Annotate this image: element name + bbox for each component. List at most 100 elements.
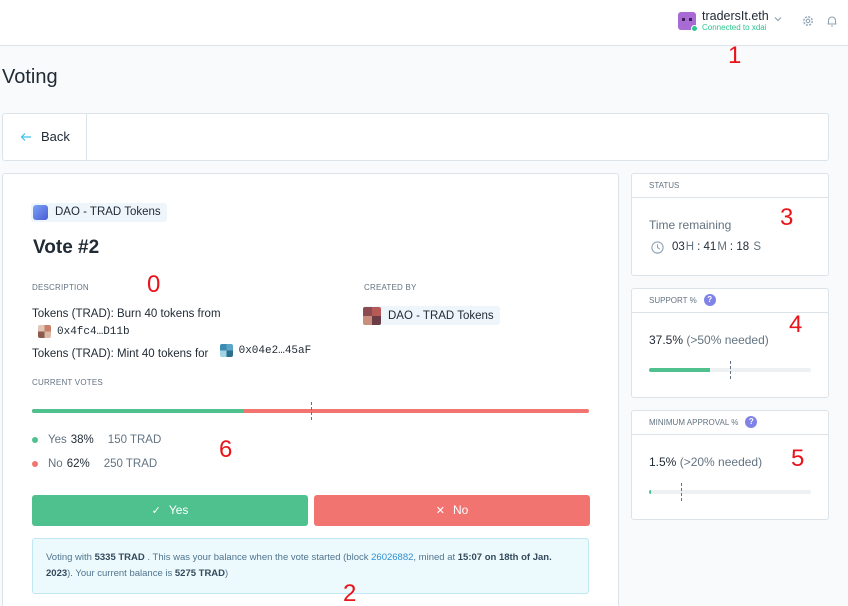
back-bar: Back [2, 113, 829, 161]
timer-unit: M [717, 241, 727, 253]
clock-icon [651, 241, 664, 254]
annotation-label: 5 [791, 445, 805, 472]
vote-no-label: No [452, 503, 469, 517]
identicon-icon [38, 325, 51, 338]
approval-card: MINIMUM APPROVAL %? 1.5% (>20% needed) [631, 410, 829, 520]
support-header: SUPPORT %? [632, 289, 828, 313]
yes-amount: 150 TRAD [107, 434, 162, 446]
annotation-label: 0 [147, 271, 161, 298]
approval-header: MINIMUM APPROVAL %? [632, 411, 828, 435]
vote-title: Vote #2 [33, 237, 100, 258]
identicon-icon [219, 344, 233, 357]
connection-status-dot [691, 25, 698, 32]
description-line-2-text: Tokens (TRAD): Mint 40 tokens for [32, 348, 209, 360]
yes-votes-row: Yes 38% 150 TRAD [32, 434, 161, 446]
address-text: 0x4fc4…D11b [57, 325, 130, 338]
check-icon: ✓ [151, 505, 161, 517]
timer-minutes: 41 [703, 241, 717, 253]
yes-dot [32, 436, 38, 443]
status-label: STATUS [649, 181, 680, 190]
bell-icon[interactable] [825, 14, 839, 28]
info-text: Voting with [46, 552, 95, 563]
voting-info-box: Voting with 5335 TRAD . This was your ba… [32, 538, 589, 594]
vote-no-button[interactable]: ✕ No [314, 495, 590, 526]
description-label: DESCRIPTION [32, 283, 89, 292]
approval-threshold-marker [681, 483, 683, 501]
address-badge[interactable]: 0x04e2…45aF [219, 344, 312, 357]
support-bar-fill [649, 368, 710, 372]
vote-yes-button[interactable]: ✓ Yes [32, 495, 308, 526]
close-icon: ✕ [435, 505, 445, 517]
timer-seconds: 18 [736, 241, 750, 253]
support-threshold-marker [310, 402, 312, 420]
timer-unit: S [753, 241, 761, 253]
info-text: . This was your balance when the vote st… [144, 552, 372, 563]
support-label: SUPPORT % [649, 296, 697, 305]
support-card: SUPPORT %? 37.5% (>50% needed) [631, 288, 829, 398]
vote-yes-label: Yes [168, 503, 189, 517]
annotation-label: 6 [219, 436, 233, 463]
help-icon[interactable]: ? [745, 416, 758, 428]
approval-label: MINIMUM APPROVAL % [649, 418, 739, 427]
chevron-down-icon[interactable] [772, 13, 784, 25]
account-name[interactable]: tradersIt.eth [702, 9, 769, 23]
info-text: ). Your current balance is [67, 568, 175, 579]
status-header: STATUS [632, 174, 828, 198]
no-pct: 62% [66, 458, 90, 470]
description-line-1: Tokens (TRAD): Burn 40 tokens from [32, 308, 221, 320]
network-status: Connected to xdai [702, 23, 767, 32]
gear-icon[interactable] [801, 14, 815, 28]
app-badge-label: DAO - TRAD Tokens [55, 206, 161, 218]
current-votes-label: CURRENT VOTES [32, 378, 103, 387]
timer-sep: : [729, 241, 734, 253]
back-button[interactable]: Back [3, 114, 87, 160]
annotation-label: 1 [728, 42, 742, 69]
info-balance: 5335 TRAD [94, 552, 145, 563]
help-icon[interactable]: ? [703, 294, 716, 306]
annotation-label: 2 [343, 580, 357, 606]
description-address-1: 0x4fc4…D11b [38, 325, 130, 341]
info-text: ) [225, 568, 229, 579]
approval-pct: 1.5% [649, 455, 677, 469]
app-badge[interactable]: DAO - TRAD Tokens [31, 203, 167, 222]
approval-needed: (>20% needed) [679, 455, 763, 469]
identicon-icon [363, 306, 381, 325]
support-pct: 37.5% [649, 333, 684, 347]
created-by-name: DAO - TRAD Tokens [388, 309, 494, 322]
address-badge[interactable]: 0x4fc4…D11b [38, 325, 130, 338]
yes-pct: 38% [70, 434, 94, 446]
approval-bar-fill [649, 490, 652, 494]
countdown-timer: 03H: 41M: 18 S [672, 241, 764, 253]
info-mined-at: 15:07 on 18th of Jan. 2023 [46, 552, 552, 579]
vote-detail-card: DAO - TRAD Tokens Vote #2 DESCRIPTION To… [2, 173, 619, 606]
yes-label: Yes [48, 434, 67, 446]
support-threshold-marker [730, 361, 731, 379]
support-needed: (>50% needed) [686, 333, 769, 347]
status-card: STATUS Time remaining 03H: 41M: 18 S [631, 173, 829, 276]
annotation-label: 4 [789, 311, 803, 338]
no-dot [32, 460, 38, 467]
created-by-badge[interactable]: DAO - TRAD Tokens [363, 306, 500, 325]
approval-bar [649, 490, 811, 494]
arrow-left-icon [20, 133, 31, 141]
approval-value: 1.5% (>20% needed) [649, 455, 762, 469]
no-label: No [48, 458, 63, 470]
top-bar: tradersIt.eth Connected to xdai [0, 0, 848, 46]
timer-unit: H [685, 241, 695, 253]
no-votes-row: No 62% 250 TRAD [32, 458, 157, 470]
address-text: 0x04e2…45aF [238, 344, 312, 357]
no-amount: 250 TRAD [103, 458, 158, 470]
timer-hours: 03 [672, 241, 685, 253]
back-label: Back [41, 129, 70, 144]
info-current-balance: 5275 TRAD [174, 568, 226, 579]
annotation-label: 3 [780, 204, 794, 231]
support-value: 37.5% (>50% needed) [649, 333, 769, 347]
page-title: Voting [2, 66, 58, 88]
info-text: , mined at [413, 552, 458, 563]
time-remaining-label: Time remaining [649, 218, 732, 232]
block-link[interactable]: 26026882 [371, 552, 414, 563]
timer-sep: : [697, 241, 701, 253]
app-icon [33, 205, 48, 220]
votes-bar-yes [32, 409, 244, 413]
created-by-label: CREATED BY [364, 283, 417, 292]
